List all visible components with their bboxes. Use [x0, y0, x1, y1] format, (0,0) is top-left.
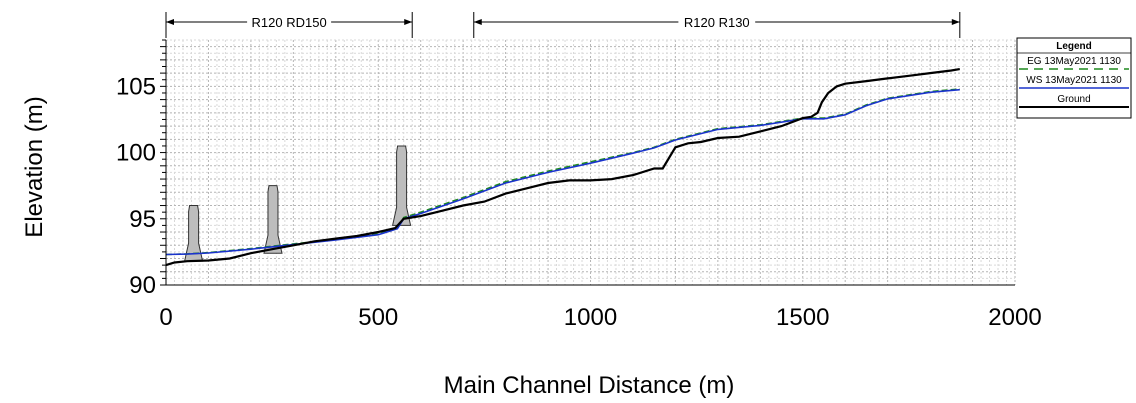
- x-axis-title: Main Channel Distance (m): [444, 372, 735, 399]
- grid-lines: [165, 39, 1016, 286]
- reach-label: R120 R130: [684, 15, 750, 30]
- tick-labels: 0 500 1000 1500 2000 90 95 100 105: [116, 73, 1042, 331]
- y-axis-title: Elevation (m): [21, 96, 48, 237]
- reach-arrowhead: [404, 19, 413, 25]
- x-tick-label: 1000: [564, 304, 617, 331]
- structure-mark: [183, 205, 204, 262]
- axes: [160, 39, 1015, 286]
- legend-title: Legend: [1056, 41, 1092, 52]
- reach-arrowhead: [951, 19, 960, 25]
- structures: [183, 145, 412, 262]
- legend-entry-label: EG 13May2021 1130: [1027, 56, 1121, 67]
- series-lines: [165, 68, 960, 267]
- reach-arrowhead: [166, 19, 174, 25]
- x-tick-label: 0: [159, 304, 172, 331]
- x-tick-label: 1500: [776, 304, 829, 331]
- x-tick-label: 500: [358, 304, 398, 331]
- y-tick-label: 95: [129, 206, 156, 233]
- reach-label: R120 RD150: [252, 15, 327, 30]
- y-tick-label: 90: [129, 272, 156, 299]
- series-line: [165, 68, 960, 267]
- reach-arrowhead: [473, 19, 482, 25]
- structure-mark: [391, 145, 412, 226]
- y-tick-label: 105: [116, 73, 156, 100]
- legend-entry-label: Ground: [1057, 94, 1090, 105]
- structure-mark: [263, 185, 283, 254]
- y-tick-label: 100: [116, 140, 156, 167]
- legend-entry-label: WS 13May2021 1130: [1026, 75, 1122, 86]
- legend: Legend EG 13May2021 1130 WS 13May2021 113…: [1016, 37, 1132, 119]
- reach-markers: R120 RD150 R120 R130: [165, 12, 961, 38]
- x-tick-label: 2000: [988, 304, 1041, 331]
